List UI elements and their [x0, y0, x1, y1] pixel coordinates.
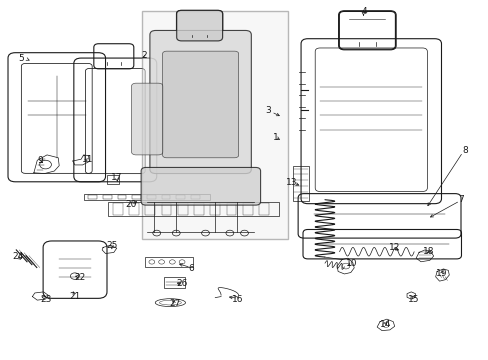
Text: 8: 8 — [461, 146, 467, 155]
Text: 11: 11 — [81, 155, 93, 164]
Bar — [129, 203, 139, 215]
Bar — [243, 203, 252, 215]
Text: 2: 2 — [142, 51, 147, 60]
Bar — [163, 277, 184, 288]
Bar — [142, 12, 288, 239]
Text: 12: 12 — [388, 243, 400, 252]
Text: 16: 16 — [232, 294, 244, 303]
Text: 21: 21 — [69, 292, 81, 301]
Bar — [83, 194, 210, 200]
Text: 18: 18 — [422, 247, 434, 256]
Bar — [226, 203, 236, 215]
Bar — [113, 203, 122, 215]
Text: 7: 7 — [458, 195, 464, 204]
Text: 10: 10 — [346, 259, 357, 268]
Bar — [107, 175, 119, 184]
Text: 3: 3 — [264, 105, 270, 114]
Text: 14: 14 — [380, 320, 391, 329]
Text: 27: 27 — [169, 299, 181, 308]
Bar — [293, 166, 308, 201]
Text: 22: 22 — [74, 273, 85, 282]
FancyBboxPatch shape — [150, 31, 251, 174]
FancyBboxPatch shape — [131, 83, 163, 155]
Text: 4: 4 — [361, 7, 366, 16]
Bar — [178, 203, 187, 215]
Bar — [145, 203, 155, 215]
Text: 6: 6 — [187, 265, 193, 274]
FancyBboxPatch shape — [141, 167, 260, 205]
Text: 1: 1 — [273, 133, 279, 142]
Text: 23: 23 — [40, 294, 51, 303]
Text: 13: 13 — [285, 178, 297, 187]
Bar — [210, 203, 220, 215]
Text: 19: 19 — [435, 269, 447, 278]
Bar — [194, 203, 203, 215]
Text: 25: 25 — [106, 241, 117, 250]
Bar — [190, 195, 199, 199]
Text: 15: 15 — [407, 294, 419, 303]
Bar — [108, 202, 278, 216]
Text: 24: 24 — [12, 252, 23, 261]
FancyBboxPatch shape — [162, 51, 238, 158]
Bar — [161, 195, 170, 199]
Bar — [259, 203, 268, 215]
Bar — [88, 195, 97, 199]
Bar — [176, 195, 184, 199]
Bar — [132, 195, 141, 199]
Bar — [147, 195, 156, 199]
Text: 26: 26 — [176, 279, 187, 288]
Bar — [144, 257, 193, 267]
Bar — [161, 203, 171, 215]
Text: 5: 5 — [18, 54, 24, 63]
Text: 20: 20 — [125, 200, 137, 209]
FancyBboxPatch shape — [176, 10, 222, 41]
Bar — [103, 195, 112, 199]
Text: 9: 9 — [38, 156, 43, 165]
Bar — [118, 195, 126, 199]
Text: 17: 17 — [111, 173, 122, 182]
